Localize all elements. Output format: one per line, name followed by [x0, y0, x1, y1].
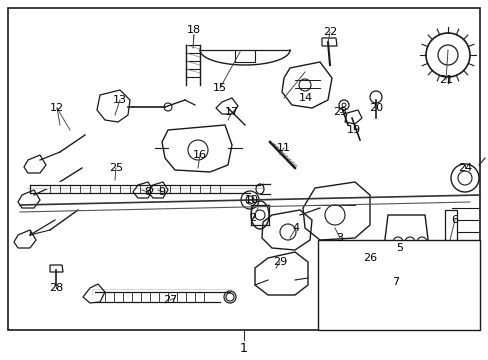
Text: 14: 14: [298, 93, 312, 103]
Text: 16: 16: [193, 150, 206, 160]
Text: 24: 24: [457, 163, 471, 173]
Text: 12: 12: [50, 103, 64, 113]
Bar: [317, 240, 479, 330]
Text: 23: 23: [332, 107, 346, 117]
Text: 25: 25: [109, 163, 123, 173]
Text: 26: 26: [362, 253, 376, 263]
Text: 22: 22: [322, 27, 336, 37]
Text: 17: 17: [224, 107, 239, 117]
Text: 2: 2: [249, 213, 256, 223]
Text: 5: 5: [396, 243, 403, 253]
Text: 11: 11: [276, 143, 290, 153]
Text: 28: 28: [49, 283, 63, 293]
Text: 13: 13: [113, 95, 127, 105]
Text: 10: 10: [244, 195, 259, 205]
Text: 3: 3: [336, 233, 343, 243]
Text: 6: 6: [450, 215, 458, 225]
Text: 20: 20: [368, 103, 382, 113]
Text: 4: 4: [292, 223, 299, 233]
Text: 8: 8: [144, 187, 151, 197]
Text: 7: 7: [392, 277, 399, 287]
Text: 18: 18: [186, 25, 201, 35]
Bar: [8, 8, 479, 330]
Text: 29: 29: [272, 257, 286, 267]
Text: 1: 1: [240, 342, 247, 355]
Text: 21: 21: [438, 75, 452, 85]
Text: 15: 15: [213, 83, 226, 93]
Text: 27: 27: [163, 295, 177, 305]
Text: 19: 19: [346, 125, 360, 135]
Bar: [444, 210, 456, 250]
Text: 9: 9: [158, 187, 165, 197]
